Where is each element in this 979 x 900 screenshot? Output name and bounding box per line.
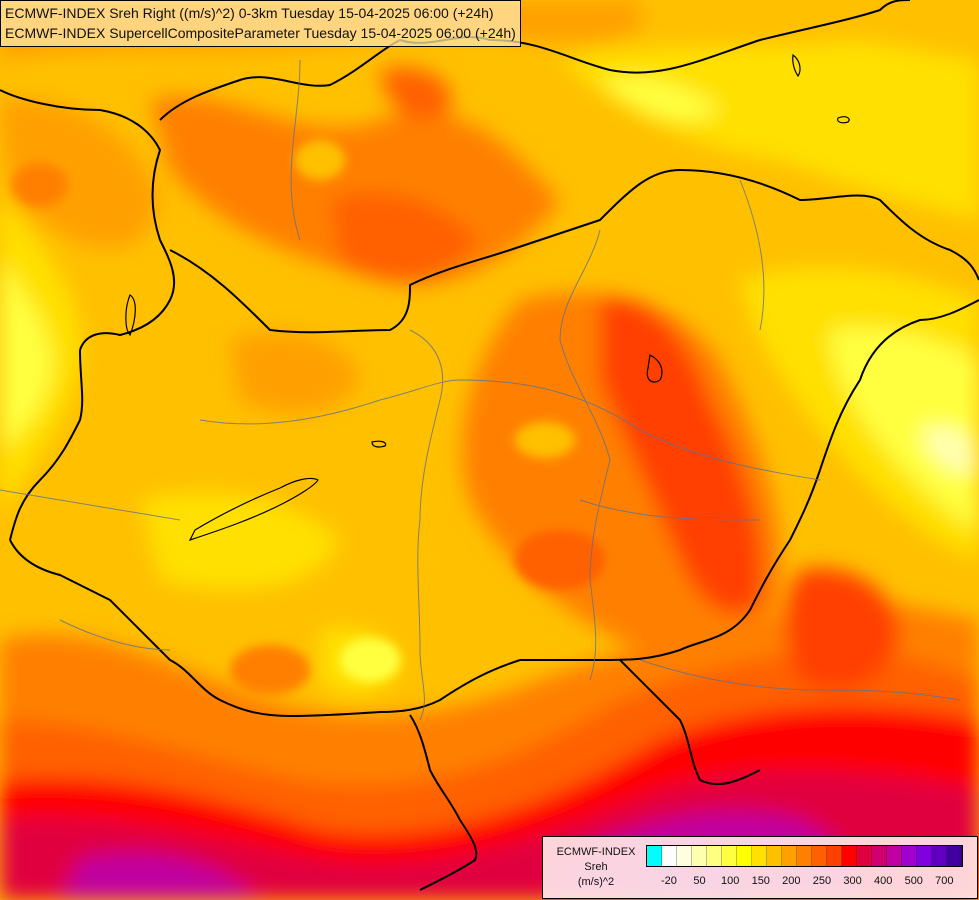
legend-swatch [947,846,962,866]
field-orange-west [0,98,160,248]
lakes [125,53,850,542]
color-legend: ECMWF-INDEX Sreh (m/s)^2 -20 50 100 150 200 2… [542,836,978,899]
legend-tick-label: 400 [873,875,893,887]
field-blob-5 [340,638,400,682]
border-west [9,349,84,541]
map-title-box: ECMWF-INDEX Sreh Right ((m/s)^2) 0-3km T… [0,0,521,47]
legend-tick-label: 300 [843,875,862,887]
legend-swatch [692,846,707,866]
field-red-east [785,568,900,690]
field-blob-1 [515,530,605,590]
border-hungary-south [9,539,521,717]
title-line-sreh: ECMWF-INDEX Sreh Right ((m/s)^2) 0-3km T… [5,5,494,21]
field-lightyellow-east [830,327,979,530]
field-blob-4 [515,422,575,458]
legend-swatch [887,846,902,866]
legend-tick-label: 50 [693,875,706,887]
legend-swatch [722,846,737,866]
legend-swatches [646,845,963,867]
legend-swatch [647,846,662,866]
field-paleyellow-east [920,426,979,474]
region-line-6 [290,59,301,241]
region-line-3 [0,489,181,521]
region-line-8 [59,619,171,651]
legend-swatch [917,846,932,866]
field-yellow-interior [140,492,340,590]
lake-tisza [646,354,663,383]
legend-swatch [662,846,677,866]
legend-ticks: -20 50 100 150 200 250 300 400 500 700 [646,875,968,891]
field-lightyellow-west [0,260,52,450]
legend-swatch [707,846,722,866]
field-redorange-north [330,192,480,281]
lake-neusiedl [125,294,136,337]
legend-swatch [782,846,797,866]
region-line-4 [579,499,761,521]
legend-tick-label: 500 [904,875,923,887]
border-hungary-east [520,299,979,662]
field-lightyellow-ne [600,77,720,120]
field-blob-6 [295,140,345,180]
region-line-2 [459,379,821,481]
legend-swatch [797,846,812,866]
field-magenta-south [60,853,260,900]
legend-swatch [752,846,767,866]
legend-swatch [842,846,857,866]
legend-tick-label: 250 [812,875,832,887]
region-line-5 [639,659,961,701]
legend-tick-label: 700 [935,875,954,887]
legend-swatch [767,846,782,866]
legend-tick-label: 100 [720,875,740,887]
title-line-scp: ECMWF-INDEX SupercellCompositeParameter … [5,25,516,41]
legend-swatch [872,846,887,866]
border-south-lower [409,714,478,891]
legend-swatch [827,846,842,866]
lake-small-2 [837,116,850,124]
lake-small-3 [792,53,801,78]
border-west-north [0,89,176,351]
legend-swatch [857,846,872,866]
legend-swatch [737,846,752,866]
region-line-1 [199,379,461,425]
border-hungary-north [169,169,979,334]
region-line-7 [739,179,765,331]
field-orange-center [230,332,360,414]
legend-tick-label: -20 [660,875,677,887]
rivers-regions [0,59,961,721]
border-east-south [619,659,761,786]
legend-tick-label: 200 [782,875,801,887]
field-red-central [600,298,762,615]
legend-swatch [812,846,827,866]
legend-swatch [932,846,947,866]
lake-balaton [188,477,319,542]
legend-swatch [677,846,692,866]
legend-title: ECMWF-INDEX Sreh (m/s)^2 [556,846,636,888]
lake-small-1 [371,440,387,448]
field-redorange-top [380,67,452,120]
field-blob-2 [230,645,310,695]
legend-tick-label: 150 [751,875,770,887]
river-danube [409,329,444,721]
field-blob-3 [12,163,68,207]
legend-swatch [902,846,917,866]
river-tisza [559,229,611,681]
